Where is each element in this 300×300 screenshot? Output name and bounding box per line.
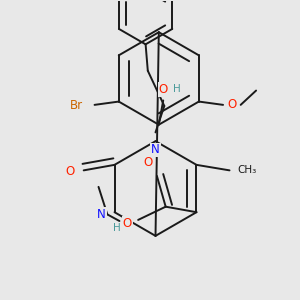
Text: O: O	[143, 156, 153, 169]
Text: CH₃: CH₃	[238, 165, 257, 176]
Text: O: O	[159, 83, 168, 96]
Text: O: O	[122, 217, 132, 230]
Text: N: N	[97, 208, 106, 221]
Text: N: N	[151, 143, 160, 157]
Text: Br: Br	[70, 100, 83, 112]
Text: O: O	[227, 98, 236, 111]
Text: H: H	[113, 223, 121, 232]
Text: O: O	[66, 165, 75, 178]
Text: H: H	[172, 85, 180, 94]
